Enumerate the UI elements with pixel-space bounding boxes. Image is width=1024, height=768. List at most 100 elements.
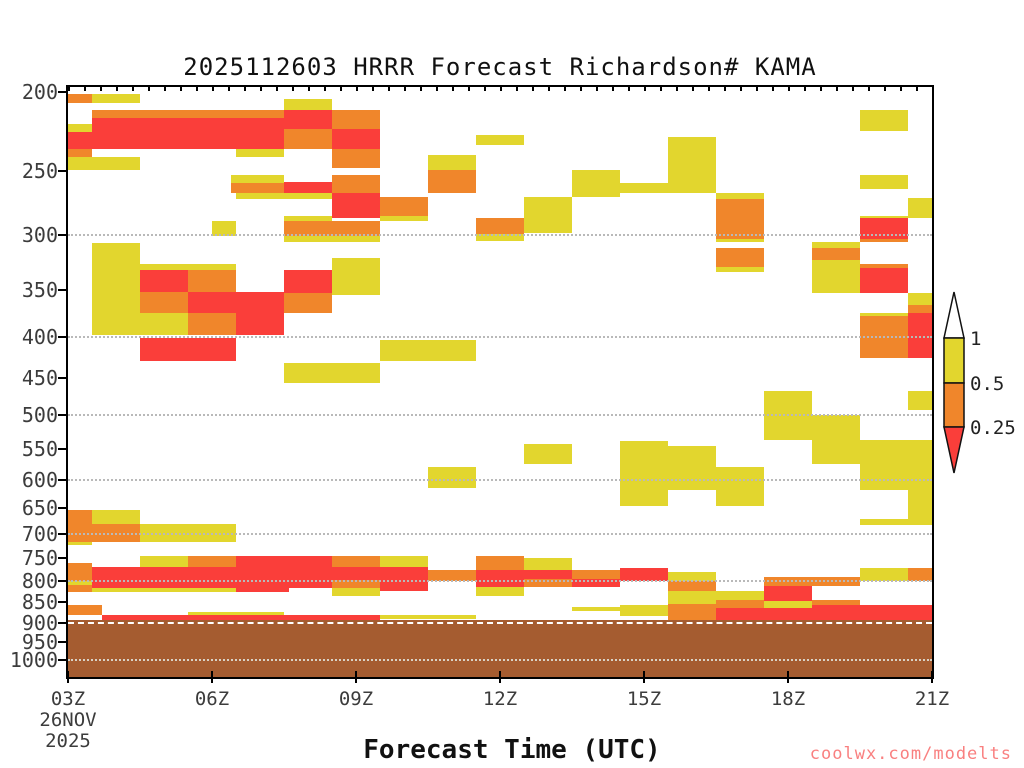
heatmap-cell [188,556,236,567]
y-tick-label: 750 [21,546,58,571]
heatmap-cell [332,149,380,169]
x-tick [787,671,789,683]
gridline-500 [68,414,932,417]
y-tick-label: 700 [21,522,58,547]
y-tick [58,658,67,661]
heatmap-cell [92,566,332,589]
gridline-400 [68,335,932,338]
x-tick-label: 12Z [482,688,518,710]
heatmap-cell [92,117,284,150]
x-tick-label: 18Z [770,688,806,710]
heatmap-cell [812,260,860,293]
heatmap-cell [140,263,236,270]
heatmap-cell [476,135,524,145]
heatmap-cell [572,607,620,612]
colorbar-labels: 1 0.5 0.25 [970,328,1016,439]
heatmap-cell [140,313,188,335]
heatmap-cell [236,588,289,592]
gridline-800 [68,580,932,583]
heatmap-cell [860,215,908,219]
heatmap-cell [812,605,932,622]
heatmap-cell [140,556,188,567]
y-tick-label: 600 [21,467,58,492]
heatmap-cell [716,238,764,243]
y-tick [58,506,67,509]
heatmap-cell [428,569,476,582]
heatmap-cell [140,269,188,292]
heatmap-cell [284,220,380,237]
heatmap-cell [284,269,332,293]
heatmap-cell [428,467,476,488]
heatmap-cell [620,605,668,616]
gridline-600 [68,478,932,481]
y-tick-label: 550 [21,437,58,461]
x-tick [931,671,933,683]
heatmap-cell [860,175,908,189]
top-axis-minor-ticks [68,87,932,91]
colorbar-label: 0.5 [970,373,1004,395]
heatmap-cell [860,567,908,582]
heatmap-cell [332,580,380,589]
heatmap-cell [284,182,332,193]
heatmap-cell [476,234,524,242]
heatmap-cell [668,445,716,491]
heatmap-cell [476,218,524,235]
heatmap-cell [284,236,380,243]
heatmap-cell [92,109,284,118]
y-tick-label: 650 [21,495,58,520]
gridline-300 [68,234,932,237]
heatmap-cell [332,175,380,193]
heatmap-cell [668,591,716,605]
x-tick-label: 15Z [626,688,662,710]
heatmap-cell [668,136,716,193]
heatmap-cell [860,218,908,239]
heatmap-cell [764,608,812,622]
gridline-900 [68,621,932,624]
y-tick [58,580,67,583]
heatmap-cell [908,292,932,306]
heatmap-cell [764,586,812,602]
heatmap-cell [380,340,476,362]
heatmap-cell [860,238,908,243]
heatmap-cell [716,467,764,507]
heatmap-cell [68,605,102,615]
y-tick [58,234,67,237]
y-tick [58,621,67,624]
heatmap-cell [236,291,284,335]
heatmap-cell [668,572,716,582]
heatmap-cell [284,109,332,130]
y-tick [58,91,67,94]
heatmap-cell [231,175,284,184]
plot-area [66,85,934,679]
heatmap-cell [860,439,908,491]
watermark: coolwx.com/modelts [809,744,1012,764]
heatmap-cell [716,591,764,600]
heatmap-cell [284,363,380,383]
heatmap-cell [68,510,92,542]
heatmap-cell [812,599,860,609]
heatmap-cell [236,149,284,157]
y-tick [58,557,67,560]
heatmap-cell [380,566,428,592]
heatmap-cell [860,313,908,316]
heatmap-cell [68,149,92,157]
heatmap-cell [332,258,380,295]
heatmap-cell [668,604,716,621]
heatmap-cell [524,557,572,570]
heatmap-cell [620,183,668,193]
y-tick-label: 250 [21,159,58,183]
heatmap-cell [668,581,716,592]
x-tick-label: 06Z [194,688,230,710]
heatmap-cell [231,183,284,193]
y-tick-label: 400 [21,324,58,349]
y-tick [58,640,67,643]
heatmap-cell [572,579,620,588]
y-tick-label: 450 [21,366,58,391]
y-tick [58,170,67,172]
heatmap-cell [572,169,620,197]
heatmap-cell [908,198,932,219]
heatmap-cell [332,588,380,597]
heatmap-cell [476,569,524,588]
x-tick [67,671,69,683]
x-axis-date-line: 26NOV [39,709,97,731]
